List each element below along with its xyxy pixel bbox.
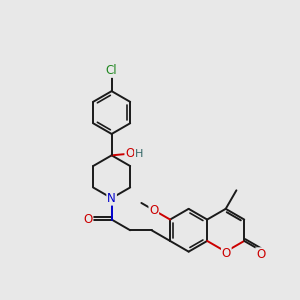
Text: O: O — [149, 204, 158, 217]
Text: H: H — [135, 148, 143, 159]
Text: N: N — [107, 192, 116, 205]
Text: O: O — [125, 147, 134, 160]
Text: Cl: Cl — [106, 64, 118, 77]
Text: O: O — [83, 213, 93, 226]
Text: O: O — [222, 247, 231, 260]
Text: O: O — [256, 248, 265, 261]
Text: N: N — [107, 192, 116, 205]
